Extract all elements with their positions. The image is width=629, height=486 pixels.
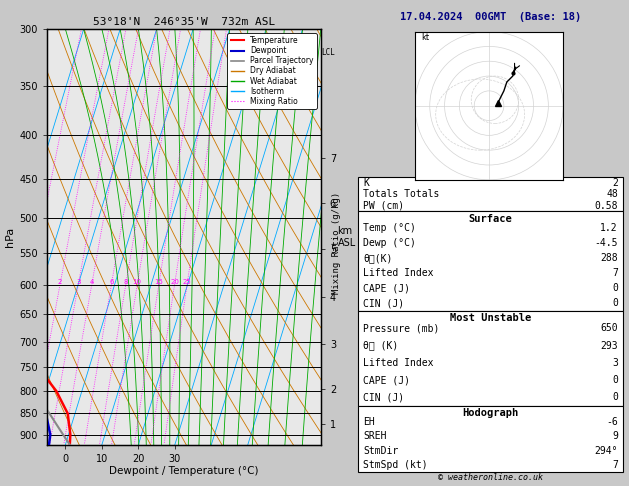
Text: 650: 650 bbox=[600, 323, 618, 333]
Text: 2: 2 bbox=[58, 279, 62, 285]
Bar bbox=[358, 211, 623, 311]
Text: 0: 0 bbox=[612, 375, 618, 385]
Bar bbox=[358, 177, 623, 211]
Text: Pressure (mb): Pressure (mb) bbox=[364, 323, 440, 333]
Text: Lifted Index: Lifted Index bbox=[364, 268, 434, 278]
Text: 8: 8 bbox=[123, 279, 128, 285]
Text: EH: EH bbox=[364, 417, 375, 427]
Text: 10: 10 bbox=[133, 279, 142, 285]
Text: 3: 3 bbox=[612, 358, 618, 368]
Text: SREH: SREH bbox=[364, 431, 387, 441]
Text: Temp (°C): Temp (°C) bbox=[364, 223, 416, 233]
Text: 7: 7 bbox=[612, 268, 618, 278]
Text: © weatheronline.co.uk: © weatheronline.co.uk bbox=[438, 473, 543, 482]
Text: K: K bbox=[364, 178, 369, 188]
Text: Mixing Ratio (g/kg): Mixing Ratio (g/kg) bbox=[332, 192, 341, 294]
Text: 4: 4 bbox=[89, 279, 94, 285]
Text: PW (cm): PW (cm) bbox=[364, 201, 404, 211]
Text: Dewp (°C): Dewp (°C) bbox=[364, 238, 416, 248]
Text: θᴀ (K): θᴀ (K) bbox=[364, 341, 399, 350]
Text: Totals Totals: Totals Totals bbox=[364, 190, 440, 199]
Text: 293: 293 bbox=[600, 341, 618, 350]
Text: Hodograph: Hodograph bbox=[462, 408, 519, 418]
Legend: Temperature, Dewpoint, Parcel Trajectory, Dry Adiabat, Wet Adiabat, Isotherm, Mi: Temperature, Dewpoint, Parcel Trajectory… bbox=[228, 33, 317, 109]
Text: Most Unstable: Most Unstable bbox=[450, 313, 532, 324]
Text: 288: 288 bbox=[600, 253, 618, 263]
Text: 9: 9 bbox=[612, 431, 618, 441]
Text: 294°: 294° bbox=[594, 446, 618, 456]
Text: -6: -6 bbox=[606, 417, 618, 427]
Text: 0: 0 bbox=[612, 298, 618, 309]
Text: 0: 0 bbox=[612, 392, 618, 402]
Text: CIN (J): CIN (J) bbox=[364, 392, 404, 402]
Text: 0.58: 0.58 bbox=[594, 201, 618, 211]
Text: 6: 6 bbox=[109, 279, 114, 285]
Y-axis label: hPa: hPa bbox=[6, 227, 15, 247]
Text: StmDir: StmDir bbox=[364, 446, 399, 456]
Text: 25: 25 bbox=[182, 279, 191, 285]
Text: Lifted Index: Lifted Index bbox=[364, 358, 434, 368]
Text: 3: 3 bbox=[76, 279, 81, 285]
Title: 53°18'N  246°35'W  732m ASL: 53°18'N 246°35'W 732m ASL bbox=[93, 17, 275, 27]
Text: 1.2: 1.2 bbox=[600, 223, 618, 233]
X-axis label: Dewpoint / Temperature (°C): Dewpoint / Temperature (°C) bbox=[109, 467, 259, 476]
Text: StmSpd (kt): StmSpd (kt) bbox=[364, 460, 428, 470]
Text: 7: 7 bbox=[612, 460, 618, 470]
Bar bbox=[358, 311, 623, 406]
Y-axis label: km
ASL: km ASL bbox=[337, 226, 356, 248]
Text: Surface: Surface bbox=[469, 214, 513, 224]
Text: θᴀ(K): θᴀ(K) bbox=[364, 253, 392, 263]
Text: 0: 0 bbox=[612, 283, 618, 294]
Text: CAPE (J): CAPE (J) bbox=[364, 375, 410, 385]
Text: kt: kt bbox=[421, 34, 429, 42]
Bar bbox=[358, 406, 623, 472]
Text: 17.04.2024  00GMT  (Base: 18): 17.04.2024 00GMT (Base: 18) bbox=[400, 12, 581, 22]
Text: -4.5: -4.5 bbox=[594, 238, 618, 248]
Text: 15: 15 bbox=[154, 279, 163, 285]
Text: 2: 2 bbox=[612, 178, 618, 188]
Text: 48: 48 bbox=[606, 190, 618, 199]
Text: LCL: LCL bbox=[321, 48, 335, 57]
Text: CIN (J): CIN (J) bbox=[364, 298, 404, 309]
Text: 20: 20 bbox=[170, 279, 179, 285]
Text: CAPE (J): CAPE (J) bbox=[364, 283, 410, 294]
